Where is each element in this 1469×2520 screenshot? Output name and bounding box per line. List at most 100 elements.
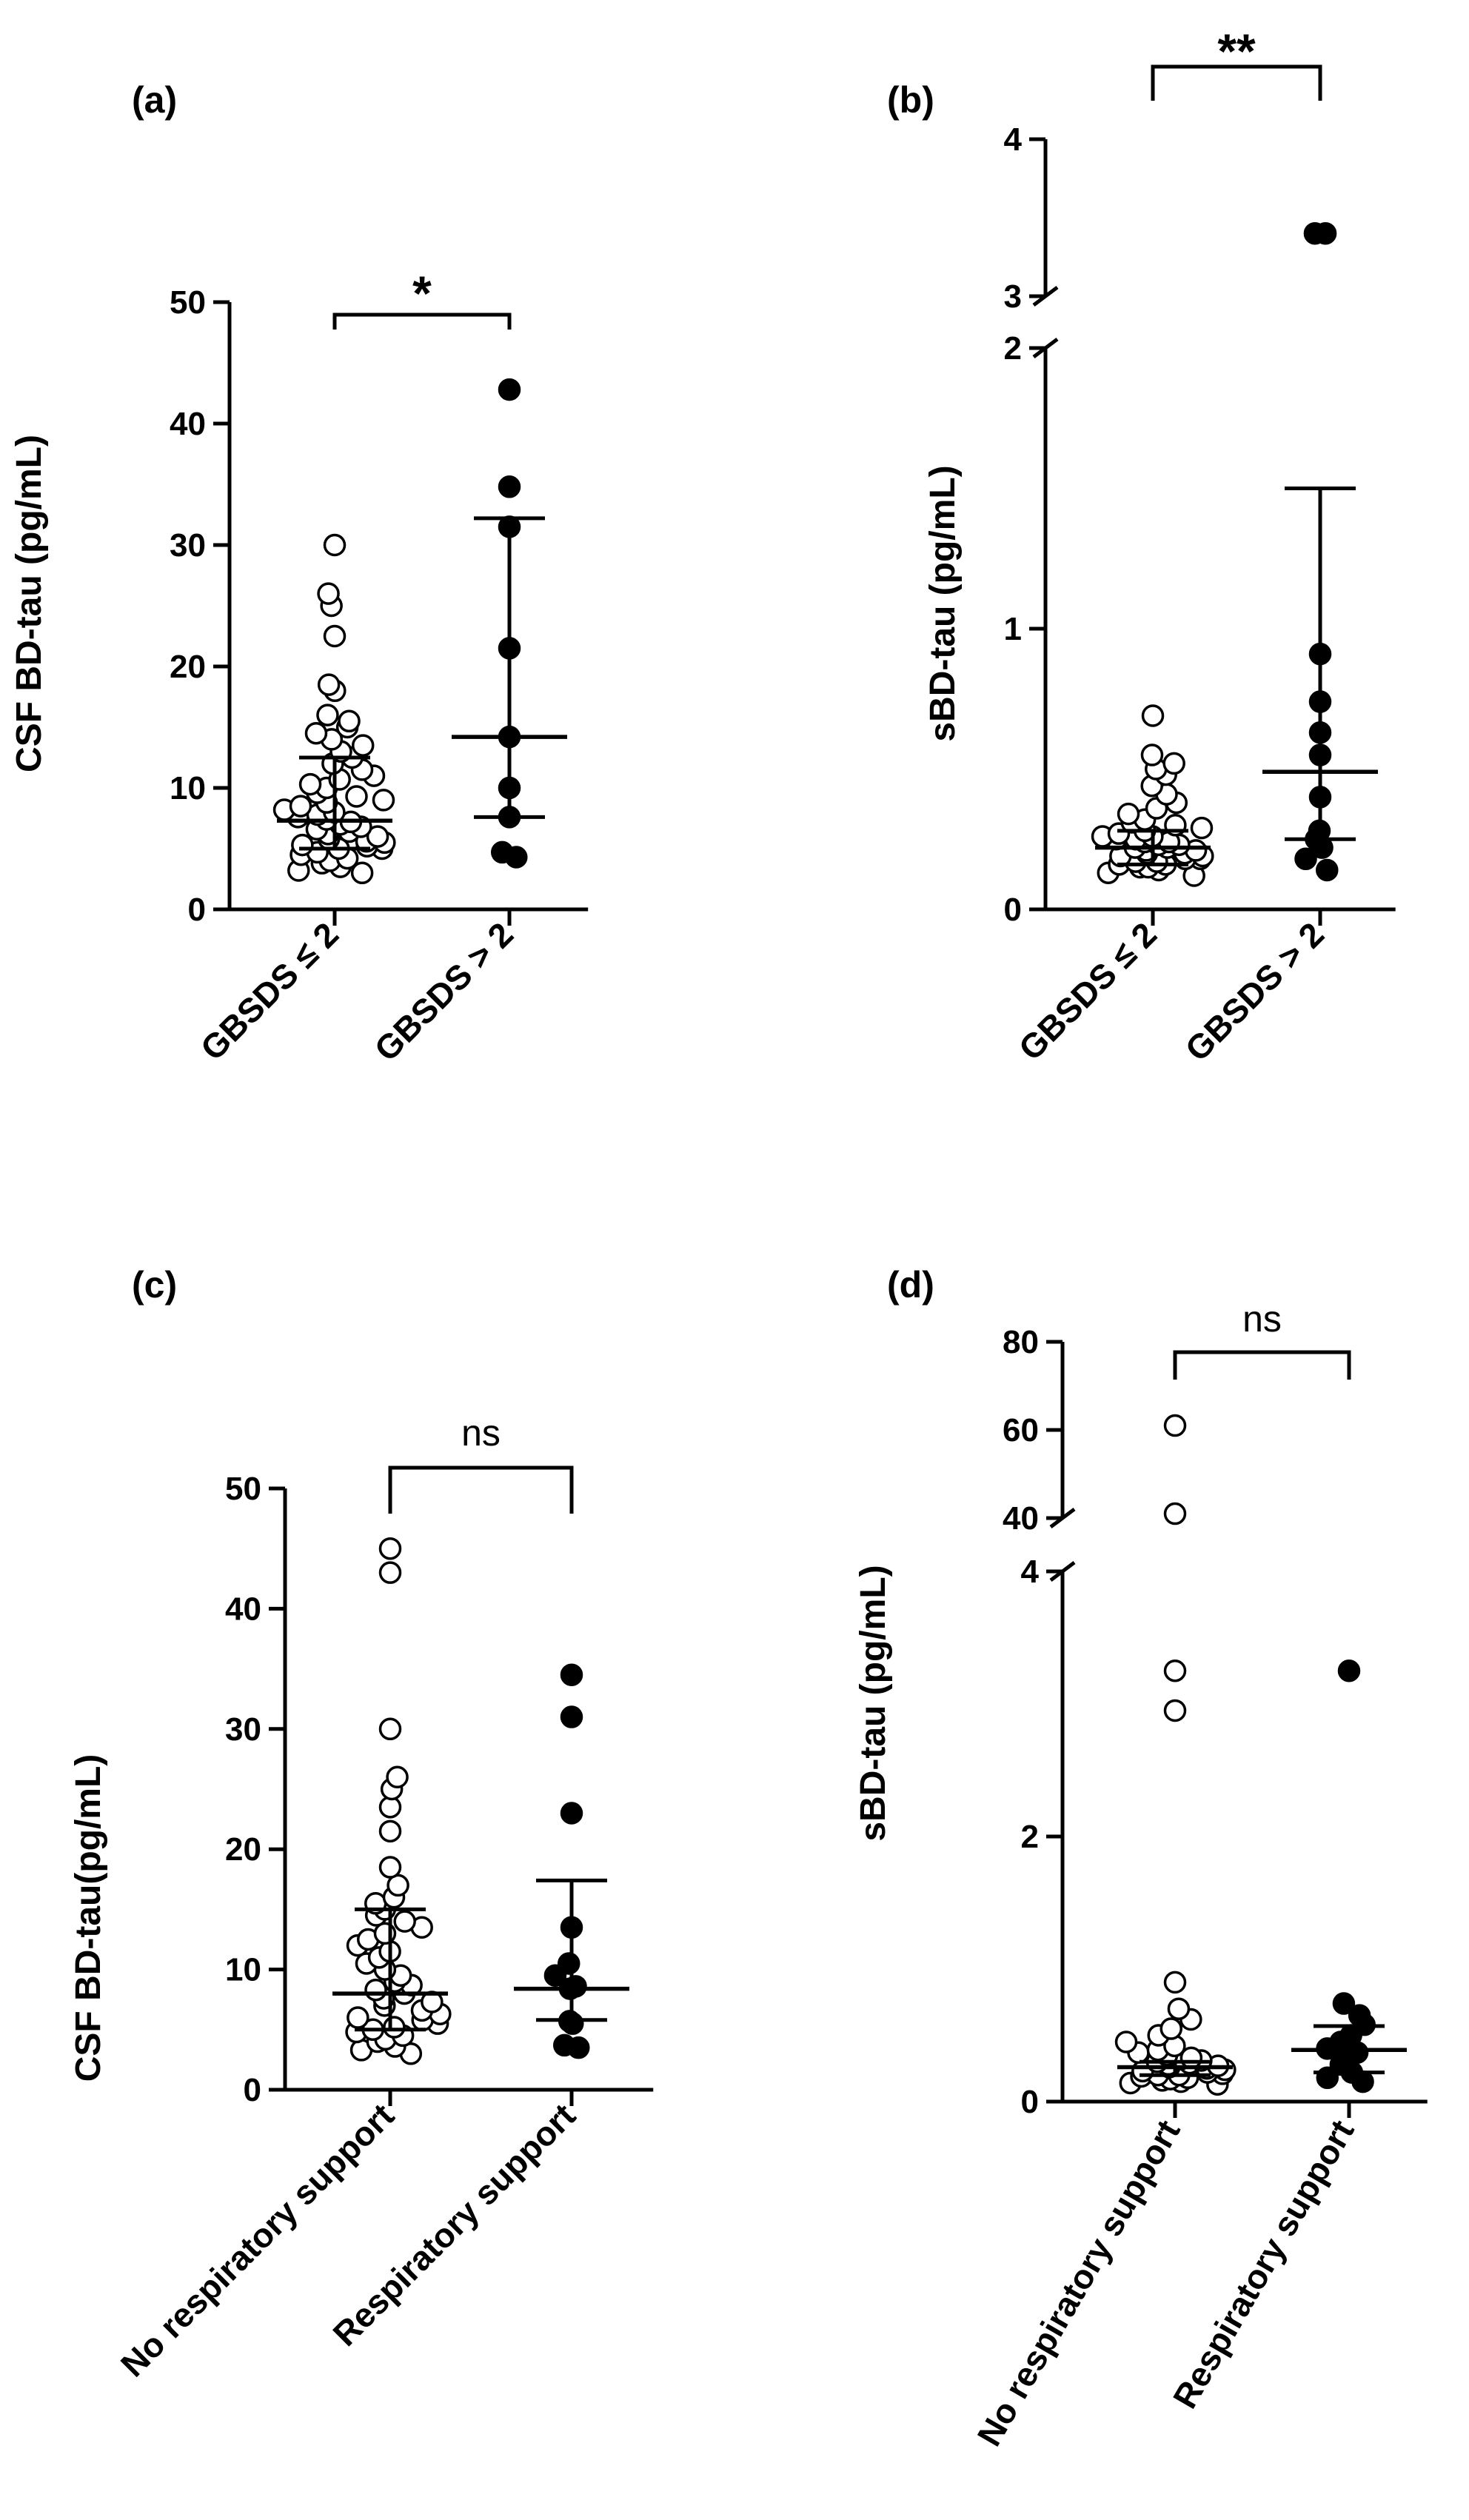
y-tick-label: 4 — [1004, 121, 1023, 158]
data-point-filled — [491, 840, 514, 864]
panel-d: (d) 0 2 4 40 60 80 sBD-tau (pg/mL) No respirator… — [854, 1264, 1428, 2453]
data-point-open — [323, 533, 347, 557]
data-point-open — [1114, 2031, 1138, 2053]
panel-label: (a) — [132, 79, 177, 121]
significance-label: ns — [1242, 1298, 1282, 1340]
y-axis-title: CSF BD-tau(pg/mL) — [69, 1754, 108, 2082]
panel-b: (b) 0 1 2 3 4 sBD-tau (pg/mL) GBSDS ≤ 2 GBSDS > … — [887, 24, 1396, 1069]
data-point-open — [1190, 816, 1214, 840]
data-point-open — [1163, 1414, 1187, 1437]
data-point-open — [1117, 802, 1140, 826]
y-tick-label: 20 — [225, 1831, 261, 1868]
x-category-label: GBSDS > 2 — [1177, 915, 1331, 1069]
data-point-filled — [560, 1802, 583, 1825]
data-point-filled — [498, 378, 521, 401]
data-point-open — [372, 789, 395, 812]
y-tick-label: 40 — [1003, 1500, 1039, 1537]
data-point-open — [1162, 752, 1185, 775]
data-point-open — [1163, 1971, 1187, 1994]
data-point-filled — [557, 1952, 580, 1975]
y-tick-label: 10 — [170, 770, 206, 806]
y-tick-label: 3 — [1004, 278, 1022, 315]
data-point-open — [1163, 1699, 1187, 1722]
x-category-label: GBSDS > 2 — [367, 915, 521, 1069]
data-point-open — [378, 1717, 402, 1741]
data-point-open — [298, 772, 322, 796]
data-point-filled — [1294, 847, 1317, 871]
data-point-open — [1141, 704, 1165, 727]
y-tick-label: 30 — [170, 527, 206, 564]
y-tick-label: 0 — [188, 892, 206, 928]
data-point-open — [378, 1537, 402, 1560]
y-tick-label: 20 — [170, 649, 206, 685]
significance-label: ns — [461, 1412, 501, 1454]
data-point-filled — [1337, 1660, 1361, 1682]
y-tick-label: 0 — [244, 2072, 261, 2108]
y-tick-label: 0 — [1021, 2084, 1039, 2120]
data-point-open — [1160, 2017, 1182, 2040]
data-point-filled — [560, 1663, 583, 1686]
y-tick-label: 50 — [170, 284, 206, 321]
panel-label: (b) — [887, 79, 934, 121]
significance-label: ** — [1217, 24, 1256, 78]
y-axis-title: sBD-tau (pg/mL) — [854, 1565, 893, 1841]
data-point-open — [1163, 1502, 1187, 1525]
panel-label: (d) — [887, 1264, 934, 1306]
data-point-filled — [553, 2033, 576, 2057]
data-point-open — [350, 861, 374, 885]
data-point-open — [393, 1910, 416, 1933]
data-point-open — [304, 721, 328, 745]
data-point-open — [317, 582, 340, 605]
data-point-open — [351, 734, 375, 757]
data-point-open — [291, 833, 314, 857]
data-point-open — [378, 1856, 402, 1879]
data-point-open — [378, 1819, 402, 1843]
data-point-open — [289, 795, 312, 818]
data-point-filled — [498, 475, 521, 498]
x-category-label: Respiratory support — [1165, 2113, 1362, 2415]
data-point-open — [1167, 1997, 1191, 2020]
x-category-label: GBSDS ≤ 2 — [193, 915, 346, 1067]
significance-bracket — [332, 313, 512, 330]
data-point-open — [1140, 743, 1164, 766]
data-point-open — [345, 785, 368, 808]
data-point-open — [386, 1765, 409, 1789]
significance-label: * — [412, 266, 432, 321]
y-tick-label: 0 — [1004, 892, 1022, 928]
data-point-open — [323, 624, 347, 648]
y-tick-label: 2 — [1004, 330, 1022, 367]
y-tick-label: 40 — [225, 1591, 261, 1627]
y-tick-label: 80 — [1003, 1324, 1039, 1360]
y-tick-label: 10 — [225, 1952, 261, 1988]
data-point-open — [316, 703, 339, 726]
panel-label: (c) — [132, 1264, 177, 1306]
data-point-open — [364, 1978, 387, 2002]
data-point-open — [378, 1561, 402, 1584]
y-tick-label: 30 — [225, 1711, 261, 1748]
significance-bracket — [1173, 1350, 1351, 1380]
y-axis-title: CSF BD-tau (pg/mL) — [10, 435, 49, 772]
data-point-filled — [1303, 221, 1327, 245]
data-point-open — [317, 673, 341, 696]
data-point-filled — [1316, 858, 1339, 882]
data-point-open — [338, 709, 361, 733]
data-point-open — [366, 825, 389, 848]
data-point-open — [383, 2016, 406, 2039]
x-category-label: GBSDS ≤ 2 — [1011, 915, 1164, 1067]
y-tick-label: 50 — [225, 1471, 261, 1507]
y-tick-label: 1 — [1004, 611, 1022, 647]
data-point-filled — [560, 1705, 583, 1728]
data-point-filled — [1332, 1992, 1356, 2015]
panel-a: (a) 0 10 20 30 40 50 CSF BD-tau (pg/mL) GBSDS ≤ … — [10, 79, 589, 1069]
x-category-label: No respiratory support — [969, 2113, 1187, 2453]
data-point-filled — [564, 1975, 587, 1998]
significance-bracket — [388, 1465, 574, 1514]
y-tick-label: 60 — [1003, 1412, 1039, 1448]
y-tick-label: 2 — [1021, 1819, 1039, 1855]
data-point-open — [347, 2006, 369, 2029]
y-tick-label: 4 — [1021, 1554, 1040, 1590]
y-tick-label: 40 — [170, 406, 206, 442]
significance-bracket — [1151, 64, 1322, 101]
